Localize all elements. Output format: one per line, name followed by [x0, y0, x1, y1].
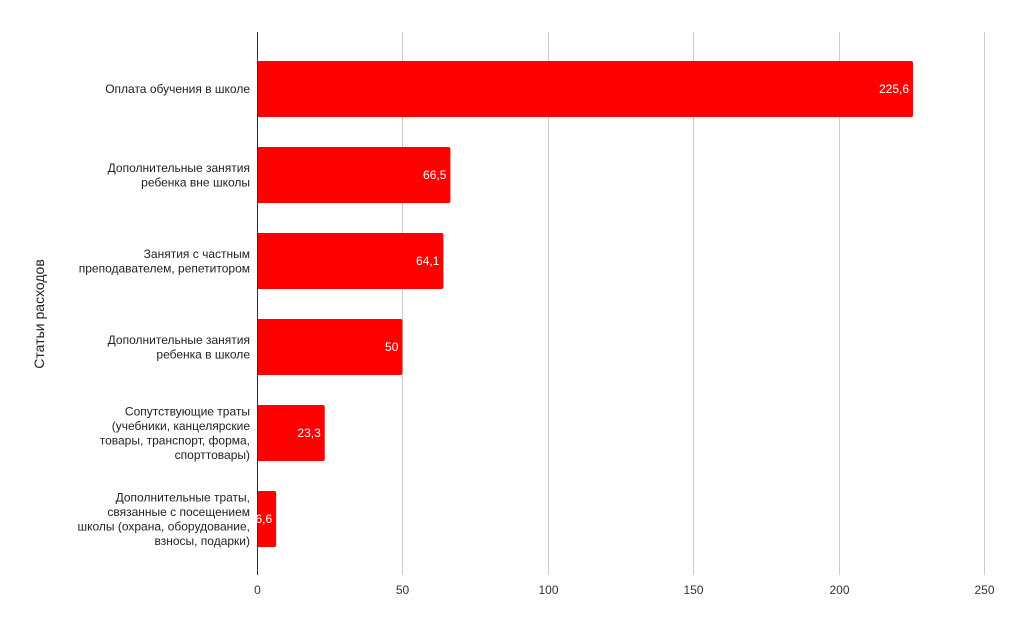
bar: [257, 319, 403, 375]
bars: [257, 61, 914, 547]
category-label: Дополнительные занятия: [108, 161, 250, 175]
category-label: (учебники, канцелярские: [112, 419, 251, 433]
bar: [257, 233, 444, 289]
category-label: ребенка вне школы: [141, 175, 250, 189]
bar: [257, 61, 914, 117]
category-label: спорттовары): [175, 448, 250, 462]
data-label: 50: [385, 340, 399, 354]
data-label: 6,6: [256, 512, 273, 526]
data-label: 64,1: [416, 254, 440, 268]
x-tick-label: 150: [683, 583, 703, 597]
category-label: школы (охрана, оборудование,: [77, 519, 250, 533]
grid-lines: [402, 32, 985, 575]
data-label: 225,6: [879, 82, 909, 96]
labels: 225,6 Оплата обучения в школе 66,5 Дополнит…: [77, 82, 909, 548]
category-label: Оплата обучения в школе: [105, 82, 250, 96]
x-tick-label: 0: [254, 583, 261, 597]
category-label: взносы, подарки): [154, 534, 250, 548]
x-tick-label: 100: [538, 583, 558, 597]
y-axis-title: Статьи расходов: [31, 259, 47, 369]
x-tick-label: 50: [396, 583, 410, 597]
category-label: Сопутствующие траты: [125, 404, 250, 418]
category-label: Дополнительные занятия: [108, 333, 250, 347]
category-label: преподавателем, репетитором: [79, 261, 250, 275]
bar: [257, 405, 325, 461]
bar: [257, 491, 277, 547]
category-label: связанные с посещением: [107, 505, 250, 519]
x-tick-label: 250: [974, 583, 994, 597]
data-label: 23,3: [297, 426, 321, 440]
category-label: товары, транспорт, форма,: [100, 433, 250, 447]
x-tick-label: 200: [829, 583, 849, 597]
category-label: Дополнительные траты,: [116, 490, 250, 504]
category-label: Занятия с частным: [144, 247, 250, 261]
axes: 0 50 100 150 200 250: [254, 32, 995, 597]
category-label: ребенка в школе: [156, 347, 250, 361]
data-label: 66,5: [423, 168, 447, 182]
bar: [257, 147, 451, 203]
